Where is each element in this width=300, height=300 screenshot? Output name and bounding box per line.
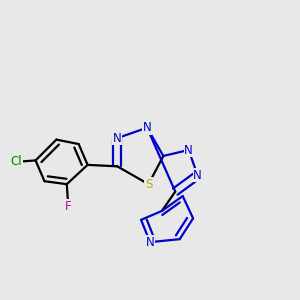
Text: N: N [146, 236, 154, 249]
Text: S: S [145, 178, 152, 191]
Text: N: N [113, 132, 122, 145]
Text: F: F [65, 200, 72, 213]
Text: N: N [184, 143, 193, 157]
Text: N: N [143, 121, 152, 134]
Text: N: N [193, 169, 202, 182]
Text: Cl: Cl [11, 155, 22, 168]
